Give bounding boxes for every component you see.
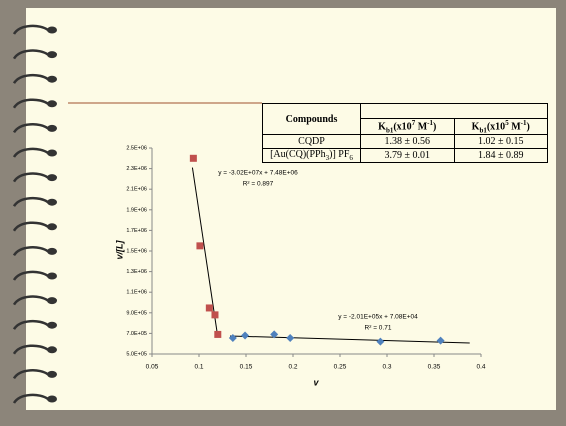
trend-r2: R² = 0.71 [365,325,392,332]
y-tick-label: 2.1E+06 [126,187,147,193]
text-part: ) [433,121,436,132]
x-tick-label: 0.15 [240,364,253,371]
y-tick-label: 1.1E+06 [126,290,147,296]
text-part: [Au(CQ)(PPh [270,149,326,160]
x-tick-label: 0.3 [382,364,391,371]
trend-equation: y = -3.02E+07x + 7.48E+06 [218,170,298,177]
ring-hole [47,322,57,329]
header-cell: Kb1(x105 M-1) [454,119,548,135]
text-part: K [378,121,386,132]
y-tick-label: 1.7E+06 [126,228,147,234]
y-tick-label: 5.0E+05 [126,351,147,357]
table-cell: 3.79 ± 0.01 [361,149,455,163]
ring-hole [47,371,57,378]
text-part: b1 [479,126,486,134]
ring-hole [47,76,57,83]
point [206,304,213,311]
point [196,242,203,249]
ring-hole [47,174,57,181]
ring-hole [47,150,57,157]
ring-hole [47,396,57,403]
y-tick-label: 1.3E+06 [126,269,147,275]
text-part: M [415,121,427,132]
text-part: (x10 [393,121,411,132]
y-tick-label: 2.5E+06 [126,145,147,151]
text-part: ) [526,121,529,132]
text-part: CQDP [298,136,325,147]
y-tick-label: 1.9E+06 [126,207,147,213]
x-tick-label: 0.25 [334,364,347,371]
x-tick-label: 0.05 [146,364,159,371]
ring-hole [47,100,57,107]
text-part: (x10 [487,121,505,132]
x-tick-label: 0.1 [194,364,203,371]
table-cell: 1.02 ± 0.15 [454,135,548,149]
trend-r2: R² = 0.897 [243,181,274,188]
table-cell: [Au(CQ)(PPh3)] PF6 [263,149,361,163]
text-part: 6 [349,154,353,162]
header-cell: Kb1(x107 M-1) [361,119,455,135]
y-tick-label: 2.3E+06 [126,166,147,172]
y-tick-label: 7.0E+05 [126,331,147,337]
slide: v v/[L] 5.0E+057.0E+059.0E+051.1E+061.3E… [0,0,566,426]
y-tick-label: 9.0E+05 [126,310,147,316]
table-cell: CQDP [263,135,361,149]
y-tick-label: 1.5E+06 [126,248,147,254]
x-tick-label: 0.4 [476,364,485,371]
point [214,331,221,338]
ring-hole [47,199,57,206]
ring-hole [47,27,57,34]
ring-hole [47,346,57,353]
ring-hole [47,273,57,280]
point [211,311,218,318]
ring-hole [47,223,57,230]
point [190,155,197,162]
header-cell: Compounds [263,104,361,135]
ring-hole [47,297,57,304]
text-part: )] PF [329,149,349,160]
ring-hole [47,248,57,255]
table-cell: 1.84 ± 0.89 [454,149,548,163]
data-table: Compounds Kb1(x107 M-1)Kb1(x105 M-1) CQD… [262,103,548,163]
ring-hole [47,51,57,58]
x-tick-label: 0.35 [428,364,441,371]
header-cell [361,104,548,119]
y-axis-title: v/[L] [114,239,124,259]
x-tick-label: 0.2 [288,364,297,371]
paper [26,8,556,410]
table-cell: 1.38 ± 0.56 [361,135,455,149]
chart: v v/[L] 5.0E+057.0E+059.0E+051.1E+061.3E… [0,0,566,426]
text-part: M [509,121,521,132]
trend-equation: y = -2.01E+05x + 7.08E+04 [338,314,418,321]
ring-hole [47,125,57,132]
